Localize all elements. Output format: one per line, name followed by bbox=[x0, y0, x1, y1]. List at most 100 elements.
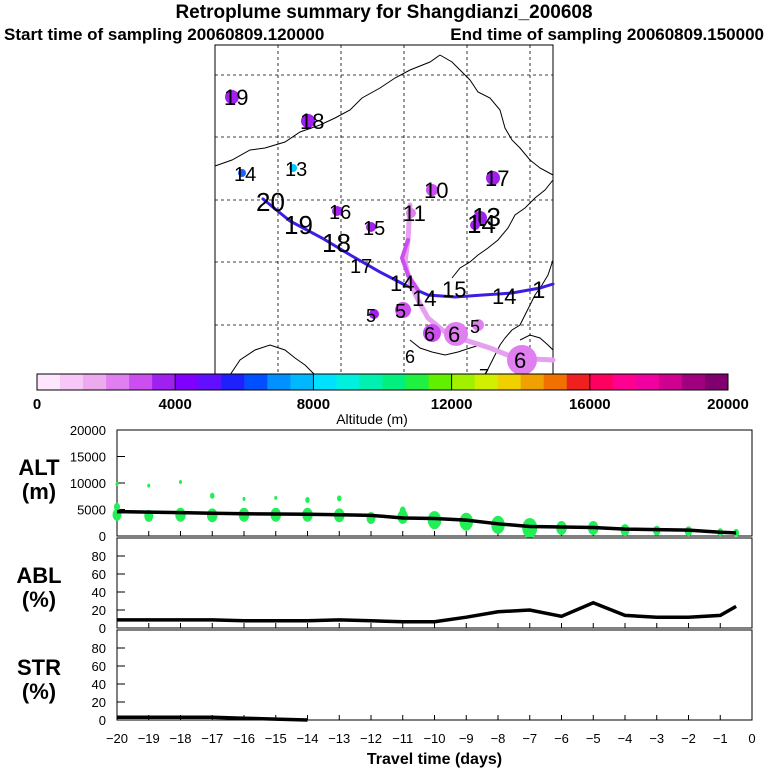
y-axis-label: STR bbox=[17, 655, 61, 680]
colorbar-cell bbox=[244, 374, 268, 390]
y-tick-label: 60 bbox=[92, 659, 106, 674]
colorbar-cell bbox=[221, 374, 245, 390]
y-tick-label: 5000 bbox=[77, 503, 106, 518]
y-tick-label: 80 bbox=[92, 549, 106, 564]
colorbar-tick-label: 12000 bbox=[431, 396, 473, 413]
start-time-label: Start time of sampling 20060809.120000 bbox=[4, 25, 325, 44]
y-tick-label: 60 bbox=[92, 567, 106, 582]
panel-abl: 0 20 40 60 80 ABL(%) bbox=[16, 537, 753, 636]
colorbar-cell bbox=[405, 374, 430, 390]
panel-frame bbox=[116, 537, 753, 629]
series-line bbox=[116, 509, 737, 535]
map-point bbox=[470, 220, 480, 230]
map-point bbox=[366, 222, 376, 232]
map-point bbox=[507, 345, 537, 375]
x-tick-label: −16 bbox=[233, 731, 255, 746]
colorbar-cell bbox=[612, 374, 637, 390]
map-frame bbox=[214, 44, 554, 376]
x-tick-label: −3 bbox=[649, 731, 664, 746]
colorbar-cell bbox=[658, 374, 683, 390]
map-point-label: 5 bbox=[470, 317, 480, 337]
map-point-label: 11 bbox=[403, 201, 426, 226]
y-tick-label: 0 bbox=[99, 621, 106, 636]
series-line bbox=[117, 715, 308, 722]
colorbar-cell bbox=[290, 374, 314, 390]
map-point-label: 17 bbox=[350, 256, 372, 278]
x-tick-label: −2 bbox=[681, 731, 696, 746]
colorbar-cell bbox=[267, 374, 291, 390]
altitude-marker bbox=[274, 495, 278, 500]
x-tick-label: −11 bbox=[392, 731, 413, 746]
map-point bbox=[395, 302, 411, 318]
colorbar-tick-label: 20000 bbox=[707, 396, 749, 413]
y-axis-label: (%) bbox=[22, 679, 56, 704]
colorbar-cell bbox=[60, 374, 84, 390]
altitude-colorbar: 0 4000 8000 12000 16000 20000 Altitude (m) bbox=[33, 373, 749, 427]
map-point-label: 18 bbox=[322, 228, 351, 258]
colorbar-cell bbox=[37, 374, 61, 390]
map-point bbox=[332, 206, 342, 216]
y-tick-label: 40 bbox=[92, 585, 106, 600]
x-tick-label: −17 bbox=[201, 731, 223, 746]
track-mid bbox=[399, 238, 420, 292]
colorbar-title: Altitude (m) bbox=[336, 411, 408, 427]
colorbar-cell bbox=[129, 374, 153, 390]
map-point bbox=[472, 319, 484, 331]
altitude-marker bbox=[179, 479, 182, 484]
colorbar-tick-label: 16000 bbox=[569, 396, 611, 413]
colorbar-cell bbox=[83, 374, 107, 390]
y-tick-label: 0 bbox=[99, 713, 106, 728]
y-tick-label: 10000 bbox=[70, 476, 106, 491]
y-tick-label: 0 bbox=[99, 529, 106, 544]
altitude-marker bbox=[175, 507, 186, 522]
colorbar-cell bbox=[428, 374, 453, 390]
map-point-label: 10 bbox=[424, 178, 448, 203]
y-tick-label: 20000 bbox=[70, 423, 106, 438]
x-tick-label: −8 bbox=[491, 731, 506, 746]
map-point-label: 13 bbox=[285, 159, 307, 181]
map-point-label: 14 bbox=[234, 164, 256, 186]
y-tick-label: 80 bbox=[92, 641, 106, 656]
map-point-label: 18 bbox=[300, 109, 324, 134]
colorbar-tick-label: 0 bbox=[33, 396, 41, 413]
y-axis-label: (%) bbox=[22, 587, 56, 612]
y-tick-label: 20 bbox=[92, 603, 106, 618]
x-tick-label: −6 bbox=[554, 731, 569, 746]
map-point-label: 6 bbox=[405, 347, 415, 367]
map-point-label: 1 bbox=[532, 277, 545, 304]
colorbar-cell bbox=[106, 374, 130, 390]
colorbar-cell bbox=[359, 374, 383, 390]
map-point-label: 6 bbox=[424, 324, 435, 346]
track-late bbox=[402, 202, 556, 363]
x-tick-label: −7 bbox=[522, 731, 537, 746]
map-point-label: 14 bbox=[412, 286, 436, 311]
altitude-marker bbox=[207, 508, 218, 523]
colorbar-tick-label: 8000 bbox=[297, 396, 330, 413]
end-time-label: End time of sampling 20060809.150000 bbox=[450, 25, 764, 44]
colorbar-cell bbox=[520, 374, 545, 390]
altitude-marker bbox=[114, 502, 120, 511]
y-axis-label: ALT bbox=[18, 455, 60, 480]
altitude-marker bbox=[115, 482, 119, 487]
map-point bbox=[301, 114, 315, 128]
map-point-label: 6 bbox=[448, 322, 460, 347]
map-point-label: 15 bbox=[442, 277, 466, 302]
colorbar-cell bbox=[313, 374, 337, 390]
altitude-marker bbox=[337, 495, 342, 502]
y-axis-label: (m) bbox=[22, 479, 56, 504]
colorbar-cells bbox=[37, 374, 729, 390]
map-point bbox=[238, 169, 246, 177]
map-point-label: 6 bbox=[514, 348, 526, 373]
x-tick-label: −20 bbox=[106, 731, 128, 746]
time-series-panels: 05000100001500020000ALT(m)020406080ABL(%… bbox=[16, 423, 755, 768]
colorbar-cell bbox=[681, 374, 706, 390]
x-tick-label: −15 bbox=[265, 731, 287, 746]
x-tick-label: −13 bbox=[328, 731, 350, 746]
map-point bbox=[406, 208, 416, 218]
map-point-label: 5 bbox=[395, 301, 406, 323]
map-point bbox=[289, 164, 297, 172]
altitude-marker bbox=[242, 496, 246, 501]
x-tick-label: −19 bbox=[138, 731, 160, 746]
x-tick-label: −4 bbox=[618, 731, 633, 746]
